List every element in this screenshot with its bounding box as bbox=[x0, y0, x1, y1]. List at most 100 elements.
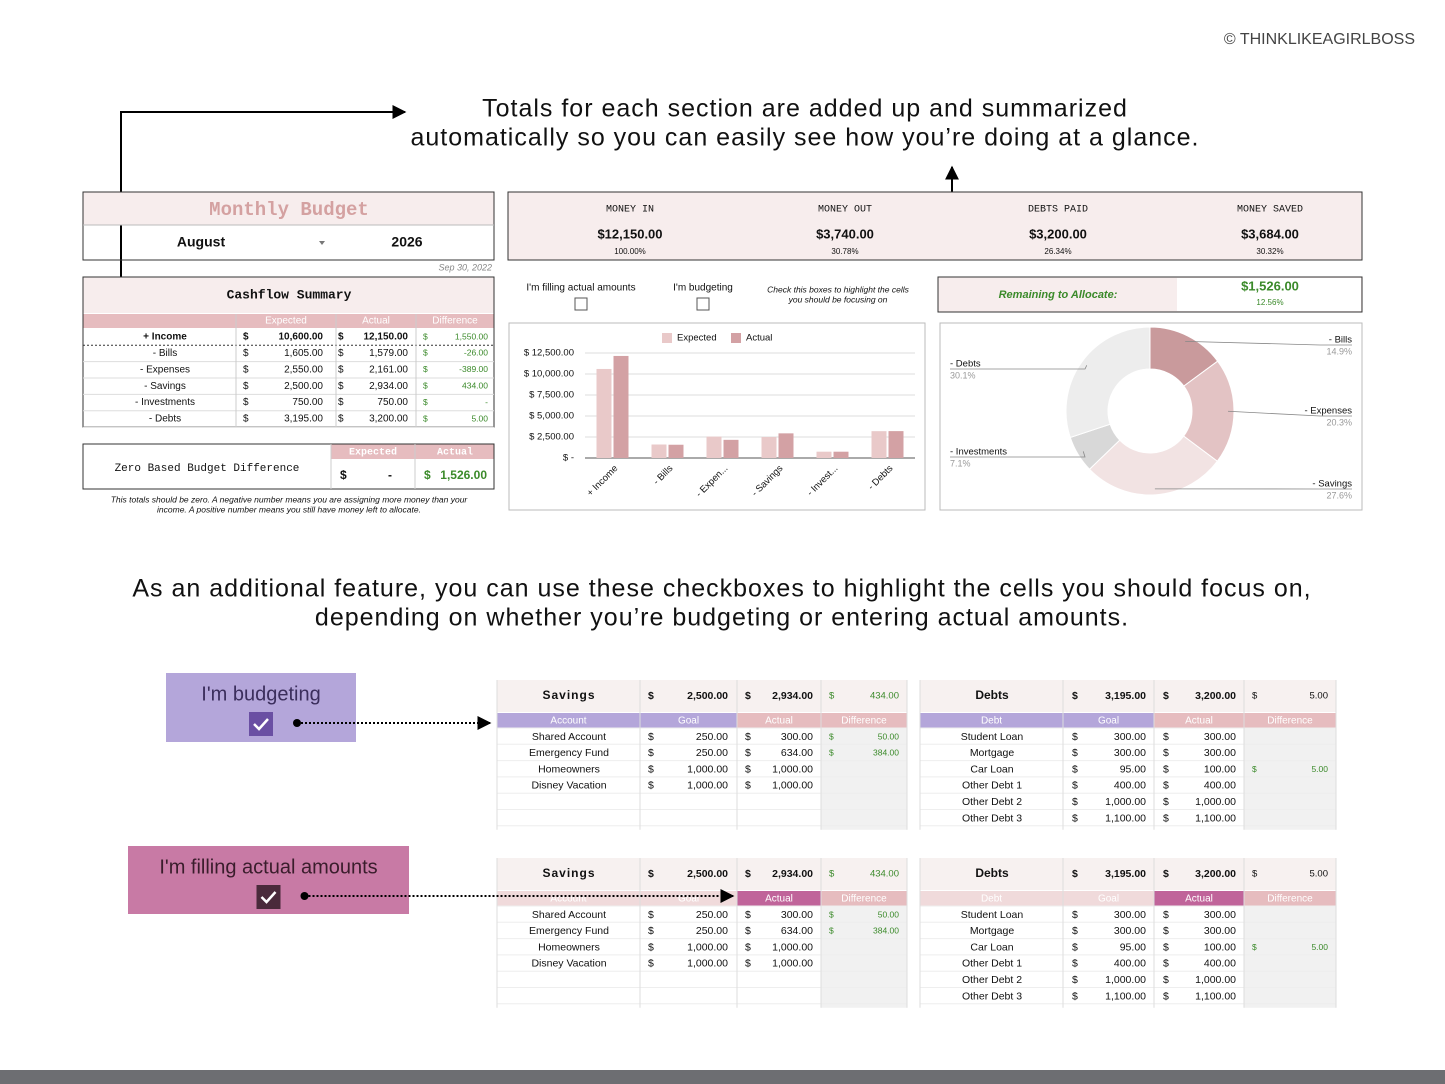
checkbox[interactable] bbox=[574, 297, 588, 311]
cell: 1,000.00 bbox=[1105, 796, 1146, 808]
cell: 1,000.00 bbox=[772, 958, 813, 970]
column-header: Goal bbox=[1098, 894, 1119, 905]
leader-line bbox=[950, 365, 1088, 370]
cell: 10,600.00 bbox=[279, 332, 324, 343]
summary-amount: $3,740.00 bbox=[816, 226, 874, 241]
footer-bar bbox=[0, 1070, 1445, 1084]
summary-label: DEBTS PAID bbox=[1028, 205, 1088, 216]
table-header-cell: $ bbox=[648, 868, 654, 880]
summary-label: MONEY SAVED bbox=[1237, 205, 1303, 216]
cell: $ bbox=[243, 364, 249, 375]
table-header-cell: $ bbox=[1163, 868, 1169, 880]
cell: $ bbox=[829, 926, 834, 936]
remaining-percent: 12.56% bbox=[1256, 298, 1283, 307]
table-header-cell: Savings bbox=[542, 866, 595, 880]
cell: 300.00 bbox=[1204, 909, 1236, 921]
bar bbox=[888, 431, 904, 458]
cell: $ bbox=[1163, 812, 1169, 824]
cell: $ bbox=[1163, 941, 1169, 953]
arrow bbox=[120, 105, 407, 300]
budget-header bbox=[83, 192, 494, 225]
cell: Homeowners bbox=[538, 763, 600, 775]
bar bbox=[816, 451, 832, 458]
cell: 5.00 bbox=[1311, 764, 1328, 774]
column-header-bg bbox=[821, 891, 907, 906]
column-header-bg bbox=[737, 713, 821, 728]
cell: - Expenses bbox=[140, 364, 190, 375]
y-tick-label: $ 7,500.00 bbox=[529, 390, 574, 401]
cell: 50.00 bbox=[878, 731, 900, 741]
column-header: Goal bbox=[678, 894, 699, 905]
remaining-value-bg bbox=[1177, 278, 1361, 311]
cell: $ bbox=[829, 731, 834, 741]
cell: 1,100.00 bbox=[1105, 990, 1146, 1002]
table-header-cell: 2,934.00 bbox=[772, 690, 813, 702]
cell: 300.00 bbox=[1114, 731, 1146, 743]
cell: $ bbox=[1072, 958, 1078, 970]
cell: 2,550.00 bbox=[284, 364, 323, 375]
cell: $ bbox=[1163, 958, 1169, 970]
cell: $ bbox=[423, 413, 428, 423]
cell: $ bbox=[1072, 780, 1078, 792]
column-header: Actual bbox=[765, 894, 793, 905]
cell: $ bbox=[745, 941, 751, 953]
cell: 634.00 bbox=[781, 925, 813, 937]
cell: $ bbox=[1072, 731, 1078, 743]
table-header-cell: 5.00 bbox=[1310, 869, 1329, 880]
cell: $ bbox=[243, 332, 249, 343]
column-header-bg bbox=[497, 891, 640, 906]
bar bbox=[651, 444, 667, 458]
column-header: Account bbox=[550, 894, 586, 905]
badge-label: I'm filling actual amounts bbox=[159, 856, 377, 878]
cell: 100.00 bbox=[1204, 941, 1236, 953]
table-header-cell: $ bbox=[1072, 868, 1078, 880]
difference-bg bbox=[821, 728, 907, 830]
slice-percent: 27.6% bbox=[1326, 490, 1352, 500]
cell: 250.00 bbox=[696, 731, 728, 743]
legend-label: Actual bbox=[746, 333, 772, 344]
cell: Other Debt 2 bbox=[962, 796, 1022, 808]
leader-line bbox=[1227, 410, 1352, 417]
table-header-cell: 3,195.00 bbox=[1105, 690, 1146, 702]
column-header: Debt bbox=[981, 716, 1002, 727]
legend-label: Expected bbox=[677, 333, 717, 344]
table-header-cell: 3,195.00 bbox=[1105, 868, 1146, 880]
cell: 1,000.00 bbox=[1195, 796, 1236, 808]
slice-label: - Savings bbox=[1312, 479, 1352, 490]
cell: 95.00 bbox=[1120, 941, 1146, 953]
column-header: Actual bbox=[362, 316, 390, 327]
bar bbox=[871, 431, 887, 458]
table-header-cell: 2,500.00 bbox=[687, 690, 728, 702]
cell: Student Loan bbox=[961, 909, 1024, 921]
cell: 400.00 bbox=[1204, 780, 1236, 792]
cell: Other Debt 1 bbox=[962, 958, 1022, 970]
table-header-bg bbox=[920, 858, 1336, 890]
cell: 400.00 bbox=[1204, 958, 1236, 970]
cell: $ bbox=[745, 747, 751, 759]
slice-label: - Bills bbox=[1329, 335, 1352, 346]
cell: 1,100.00 bbox=[1195, 812, 1236, 824]
table-header-cell: $ bbox=[1252, 869, 1258, 880]
column-header-bg bbox=[640, 713, 737, 728]
legend-swatch bbox=[662, 333, 672, 343]
cell: - Investments bbox=[135, 397, 195, 408]
cell: 95.00 bbox=[1120, 763, 1146, 775]
remaining-amount: $1,526.00 bbox=[1241, 278, 1299, 293]
table-header-cell: $ bbox=[1252, 691, 1258, 702]
cell: $ bbox=[648, 909, 654, 921]
cell: $ bbox=[1252, 764, 1257, 774]
checkbox[interactable] bbox=[696, 297, 710, 311]
table-header-cell: $ bbox=[829, 691, 835, 702]
cell: $ bbox=[829, 748, 834, 758]
table-header-cell: $ bbox=[745, 690, 751, 702]
column-header: Expected bbox=[349, 447, 397, 459]
bar bbox=[706, 436, 722, 458]
cashflow-header-bg bbox=[83, 314, 494, 328]
summary-amount: $3,200.00 bbox=[1029, 226, 1087, 241]
column-header: Expected bbox=[265, 316, 307, 327]
badge-label: I'm budgeting bbox=[201, 683, 320, 705]
cell: $ bbox=[1163, 780, 1169, 792]
badge-checkbox bbox=[249, 712, 273, 736]
y-tick-label: $ - bbox=[563, 453, 574, 464]
table-header-cell: 2,500.00 bbox=[687, 868, 728, 880]
